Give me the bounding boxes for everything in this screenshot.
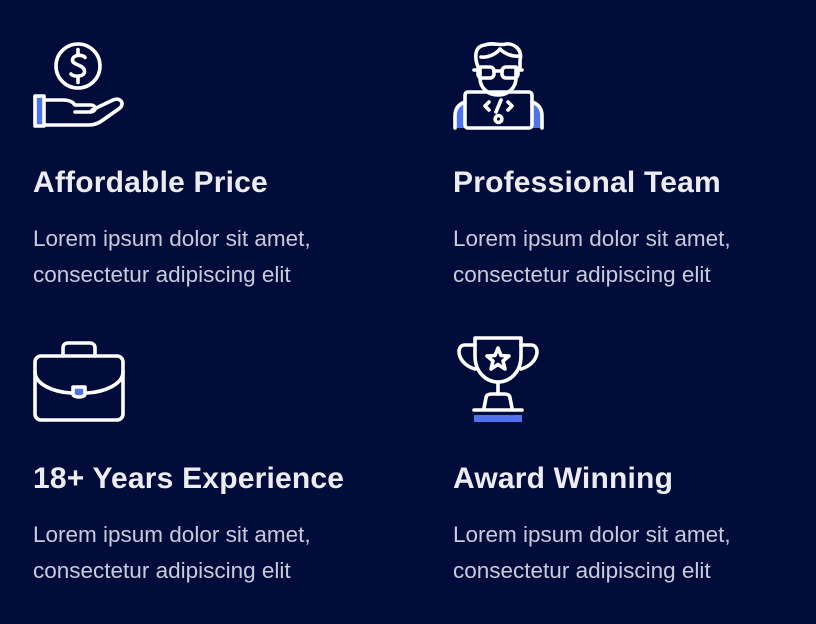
feature-title: 18+ Years Experience	[33, 462, 345, 495]
feature-affordable-price: Affordable Price Lorem ipsum dolor sit a…	[33, 40, 393, 293]
feature-description-line: Lorem ipsum dolor sit amet,	[453, 226, 731, 251]
feature-description-line: Lorem ipsum dolor sit amet,	[453, 522, 731, 547]
feature-description: Lorem ipsum dolor sit amet, consectetur …	[453, 221, 813, 293]
feature-title: Affordable Price	[33, 166, 268, 199]
feature-description-line: consectetur adipiscing elit	[453, 558, 711, 583]
feature-description: Lorem ipsum dolor sit amet, consectetur …	[453, 517, 813, 589]
feature-description-line: Lorem ipsum dolor sit amet,	[33, 226, 311, 251]
feature-description-line: consectetur adipiscing elit	[453, 262, 711, 287]
feature-title: Professional Team	[453, 166, 721, 199]
feature-description-line: Lorem ipsum dolor sit amet,	[33, 522, 311, 547]
developer-icon	[453, 40, 813, 136]
trophy-icon	[453, 336, 813, 432]
feature-title: Award Winning	[453, 462, 674, 495]
feature-award-winning: Award Winning Lorem ipsum dolor sit amet…	[453, 336, 813, 589]
briefcase-icon	[33, 336, 393, 432]
feature-description: Lorem ipsum dolor sit amet, consectetur …	[33, 221, 393, 293]
feature-years-experience: 18+ Years Experience Lorem ipsum dolor s…	[33, 336, 393, 589]
feature-professional-team: Professional Team Lorem ipsum dolor sit …	[453, 40, 813, 293]
feature-description: Lorem ipsum dolor sit amet, consectetur …	[33, 517, 393, 589]
feature-description-line: consectetur adipiscing elit	[33, 262, 291, 287]
dollar-hand-icon	[33, 40, 393, 136]
feature-description-line: consectetur adipiscing elit	[33, 558, 291, 583]
